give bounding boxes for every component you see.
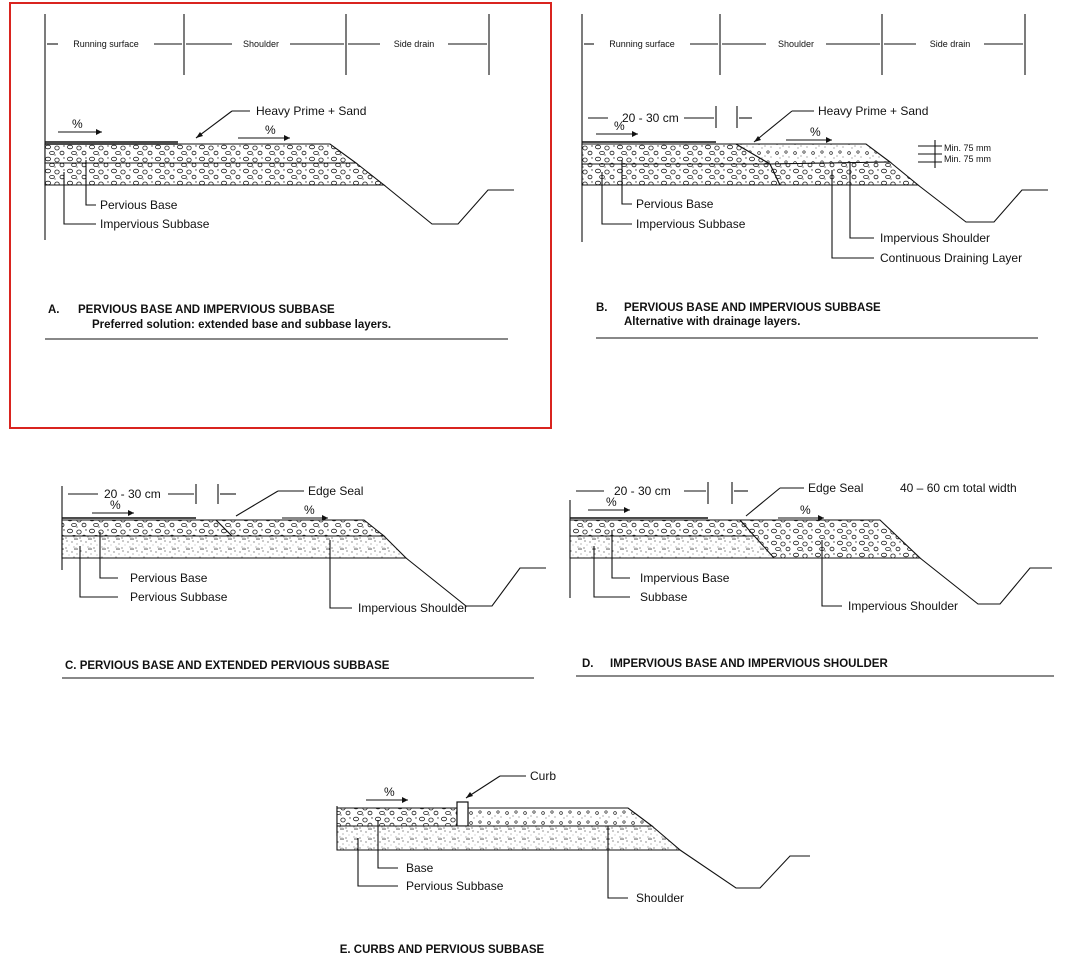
label-pervious-subbase: Pervious Subbase [130, 590, 228, 604]
panel-b: Running surface Shoulder Side drain 20 -… [581, 14, 1048, 339]
selection-highlight-panel-a [9, 2, 552, 429]
callout-curb: Curb [530, 769, 556, 783]
label-base: Base [406, 861, 434, 875]
slope-label: % [810, 125, 821, 139]
caption-title: PERVIOUS BASE AND IMPERVIOUS SUBBASE [624, 302, 881, 314]
label-impervious-base: Impervious Base [640, 571, 730, 585]
caption-letter: B. [596, 302, 608, 314]
caption-subtitle: Preferred solution: extended base and su… [92, 319, 391, 331]
caption: IMPERVIOUS BASE AND IMPERVIOUS SHOULDER [610, 658, 888, 670]
callout-edge-seal: Edge Seal [308, 484, 363, 498]
label-shoulder: Shoulder [636, 891, 684, 905]
dim-shoulder: Shoulder [243, 39, 279, 49]
callout-edge-seal: Edge Seal [808, 481, 863, 495]
label-pervious-subbase: Pervious Subbase [406, 879, 504, 893]
slope-label: % [265, 123, 276, 137]
slope-label: % [384, 785, 395, 799]
caption-title: PERVIOUS BASE AND IMPERVIOUS SUBBASE [78, 304, 335, 316]
dim-running-surface: Running surface [73, 39, 139, 49]
panel-e: Curb % Base Pervious Subbase Shoulder E.… [336, 769, 810, 956]
dim-shoulder: Shoulder [778, 39, 814, 49]
caption-subtitle: Alternative with drainage layers. [624, 316, 800, 328]
curb-shape [456, 801, 469, 827]
label-continuous-draining-layer: Continuous Draining Layer [880, 251, 1022, 265]
width-20-30: 20 - 30 cm [614, 484, 671, 498]
slope-label: % [606, 495, 617, 509]
slope-label: % [110, 498, 121, 512]
width-20-30: 20 - 30 cm [104, 487, 161, 501]
slope-label: % [304, 503, 315, 517]
callout-heavy-prime: Heavy Prime + Sand [256, 104, 366, 118]
label-pervious-base: Pervious Base [100, 198, 178, 212]
callout-heavy-prime: Heavy Prime + Sand [818, 104, 928, 118]
label-impervious-subbase: Impervious Subbase [100, 217, 210, 231]
slope-label: % [614, 119, 625, 133]
label-impervious-subbase: Impervious Subbase [636, 217, 746, 231]
total-width: 40 – 60 cm total width [900, 481, 1017, 495]
caption-letter: A. [48, 304, 60, 316]
label-pervious-base: Pervious Base [130, 571, 208, 585]
slope-label: % [800, 503, 811, 517]
slope-label: % [72, 117, 83, 131]
dim-side-drain: Side drain [394, 39, 435, 49]
label-impervious-shoulder: Impervious Shoulder [848, 599, 958, 613]
panel-d: 20 - 30 cm Edge Seal 40 – 60 cm total wi… [569, 481, 1054, 677]
caption: C. PERVIOUS BASE AND EXTENDED PERVIOUS S… [65, 660, 390, 672]
min-75-top: Min. 75 mm [944, 143, 991, 153]
panel-a: Running surface Shoulder Side drain % % … [44, 14, 514, 340]
label-subbase: Subbase [640, 590, 688, 604]
caption: E. CURBS AND PERVIOUS SUBBASE [340, 944, 545, 956]
label-impervious-shoulder: Impervious Shoulder [358, 601, 468, 615]
label-pervious-base: Pervious Base [636, 197, 714, 211]
width-20-30: 20 - 30 cm [622, 111, 679, 125]
min-75-bottom: Min. 75 mm [944, 154, 991, 164]
panel-c: 20 - 30 cm Edge Seal % % Pervious Base P… [61, 484, 546, 679]
caption-letter: D. [582, 658, 594, 670]
dim-running-surface: Running surface [609, 39, 675, 49]
label-impervious-shoulder: Impervious Shoulder [880, 231, 990, 245]
dim-side-drain: Side drain [930, 39, 971, 49]
